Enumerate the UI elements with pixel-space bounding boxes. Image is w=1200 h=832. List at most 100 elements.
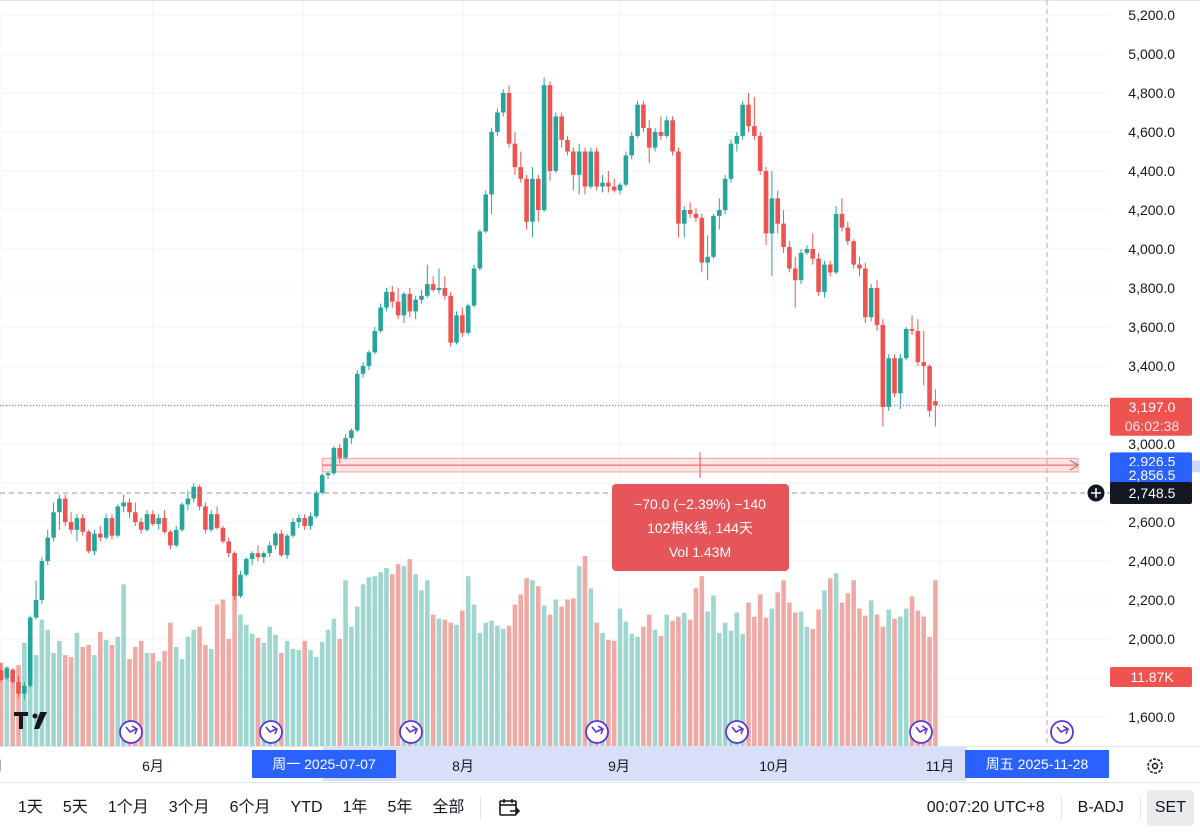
candle-body [740,104,745,136]
volume-bar [646,614,652,746]
candle-body [594,151,599,187]
date-range-icon[interactable] [487,783,531,832]
candle-body [752,126,757,136]
volume-bar [582,556,588,746]
volume-label: 11.87K [1110,667,1192,687]
volume-bar [658,635,664,746]
volume-bar [57,640,62,746]
candle-body [868,288,874,318]
candle-body [559,116,564,140]
current-price-label: 3,197.0 06:02:38 [1110,397,1192,436]
volume-bar [833,573,839,746]
volume-bar [39,619,45,746]
settlement-button[interactable]: SET [1146,789,1194,826]
clock-display[interactable]: 00:07:20 UTC+8 [926,799,1045,816]
candle-body [705,256,710,263]
event-marker-icon[interactable] [585,720,609,744]
current-price-label-text: 06:02:38 [1125,418,1180,434]
range-1m[interactable]: 1个月 [107,799,149,816]
toolbar-divider [480,796,482,819]
settings-gear-icon[interactable] [1147,758,1163,774]
candle-body [606,182,611,187]
volume-bar [465,576,471,746]
candle-body [284,535,290,556]
range-5d[interactable]: 5天 [62,799,88,816]
candle-body [109,518,115,536]
volume-bar [898,616,903,746]
volume-bar [606,639,611,746]
volume-bar [0,663,4,746]
volume-bar [623,621,629,746]
range-5y[interactable]: 5年 [387,799,413,816]
candle-body [541,85,547,210]
event-marker-icon[interactable] [725,720,749,744]
volume-bar [115,636,121,746]
range-ytd[interactable]: YTD [290,799,323,816]
volume-bar [185,636,191,746]
candle-body [360,366,366,374]
range-3m[interactable]: 3个月 [168,799,210,816]
candle-body [658,132,664,136]
volume-bar [191,629,197,746]
volume-bar [267,626,272,746]
volume-bar [372,576,378,746]
candle-body [354,373,360,431]
candle-body [506,93,512,144]
volume-bar [407,559,413,746]
candle-body [781,223,786,248]
candle-body [687,210,693,214]
adjustment-button[interactable]: B-ADJ [1077,799,1124,816]
candle-body [185,498,191,505]
volume-bar [588,588,594,746]
event-marker-icon[interactable] [119,720,143,744]
add-alert-icon[interactable] [1086,483,1106,503]
volume-bar [763,617,769,746]
event-marker-icon[interactable] [1050,720,1074,744]
candle-body [547,85,553,171]
volume-bar [279,653,284,746]
candle-body [787,247,792,269]
volume-bar [360,584,366,746]
chart-area[interactable]: −70.0 (−2.39%) −140 102根K线, 144天 Vol 1.43M… [0,0,1200,782]
candlestick-chart[interactable]: −70.0 (−2.39%) −140 102根K线, 144天 Vol 1.43M… [0,0,1200,782]
candle-body [290,522,296,536]
volume-bar [670,620,675,746]
volume-bar [156,661,161,746]
candle-body [863,268,868,318]
candle-body [571,151,576,175]
candle-body [103,518,109,538]
candle-body [133,512,138,522]
event-marker-glyph [915,725,928,735]
candle-body [763,171,769,234]
range-all[interactable]: 全部 [432,799,465,816]
volume-bar [933,580,938,746]
volume-bar [51,653,56,746]
event-marker-icon[interactable] [259,720,283,744]
event-marker-icon[interactable] [909,720,933,744]
candle-body [401,293,407,316]
candle-body [460,315,465,333]
price-tick-label: 3,000.0 [1128,436,1175,452]
candle-body [798,252,804,281]
range-1d[interactable]: 1天 [18,799,43,816]
candle-body [138,522,144,530]
price-tick-label: 2,400.0 [1128,553,1175,569]
time-tick-label: 5月 [0,758,3,774]
volume-bar [173,646,179,746]
volume-bar [331,618,337,746]
range-6m[interactable]: 6个月 [229,799,271,816]
candle-body [734,135,740,144]
measure-bars-text: 102根K线, 144天 [647,520,753,536]
time-tick-label: 10月 [759,758,789,774]
volume-bar [717,632,722,746]
volume-bar [547,614,553,746]
candle-body [512,143,518,168]
candle-body [851,241,856,265]
range-1y[interactable]: 1年 [342,799,368,816]
candle-body [810,249,816,259]
candle-body [711,215,716,257]
candle-body [816,258,821,292]
candle-body [279,533,284,556]
volume-bar [775,592,781,746]
event-marker-icon[interactable] [399,720,423,744]
